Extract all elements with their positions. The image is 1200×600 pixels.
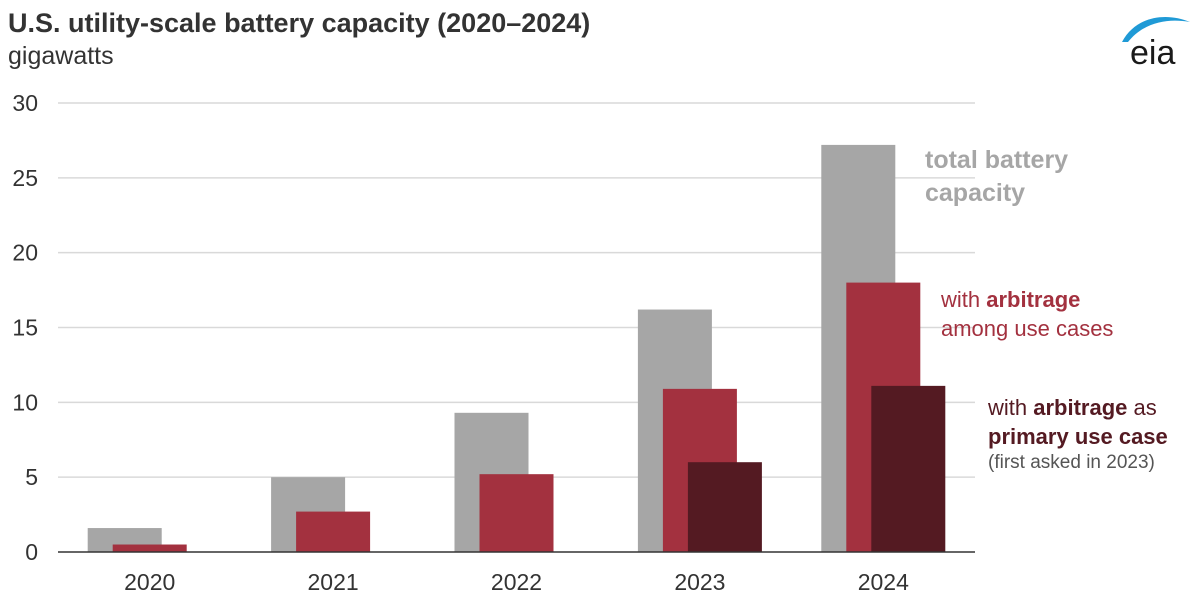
bar-2022-series-1 [479,474,554,552]
y-tick-label-10: 10 [12,389,38,415]
chart-subtitle: gigawatts [8,42,114,70]
annotation-primary: with arbitrage as primary use case (firs… [988,394,1168,476]
bar-2021-series-1 [296,511,371,552]
annotation-primary-prefix: with [988,395,1034,420]
annotation-total-line1: total battery [925,146,1069,174]
eia-logo-text: eia [1130,34,1175,68]
annotation-primary-line2: primary use case [988,423,1168,452]
annotation-total: total battery capacity [925,144,1068,209]
y-axis-ticks: 0 5 10 15 20 25 30 [12,90,38,565]
annotation-arbitrage-bold: arbitrage [986,287,1081,312]
chart-title: U.S. utility-scale battery capacity (202… [8,8,591,38]
annotation-arbitrage-line1: with arbitrage [941,286,1113,315]
x-tick-label-2020: 2020 [124,569,175,595]
annotation-primary-line1: with arbitrage as [988,394,1168,423]
bars [87,144,946,552]
x-tick-label-2022: 2022 [491,569,542,595]
eia-logo-wave-icon [1122,16,1190,42]
bar-2024-series-2 [871,385,946,552]
y-tick-label-25: 25 [12,165,38,191]
annotation-arbitrage-prefix: with [941,287,987,312]
y-tick-label-15: 15 [12,315,38,341]
annotation-total-line2: capacity [925,178,1026,207]
annotation-arbitrage-line2: among use cases [941,315,1114,341]
y-tick-label-30: 30 [12,90,38,116]
annotation-primary-bold: arbitrage [1033,395,1128,420]
bar-2023-series-2 [687,462,762,552]
y-tick-label-20: 20 [12,240,38,266]
annotation-primary-suffix: as [1127,395,1157,420]
y-tick-label-0: 0 [25,539,38,565]
x-tick-label-2024: 2024 [858,569,909,595]
eia-logo: eia [1122,16,1190,68]
x-axis-ticks: 2020 2021 2022 2023 2024 [124,569,909,595]
x-tick-label-2021: 2021 [308,569,359,595]
y-tick-label-5: 5 [25,464,38,490]
annotation-arbitrage: with arbitrage among use cases [941,286,1113,343]
annotation-primary-line2-bold: primary use case [988,423,1168,449]
annotation-primary-note: (first asked in 2023) [988,452,1155,474]
bar-2020-series-1 [112,544,187,552]
x-tick-label-2023: 2023 [674,569,725,595]
